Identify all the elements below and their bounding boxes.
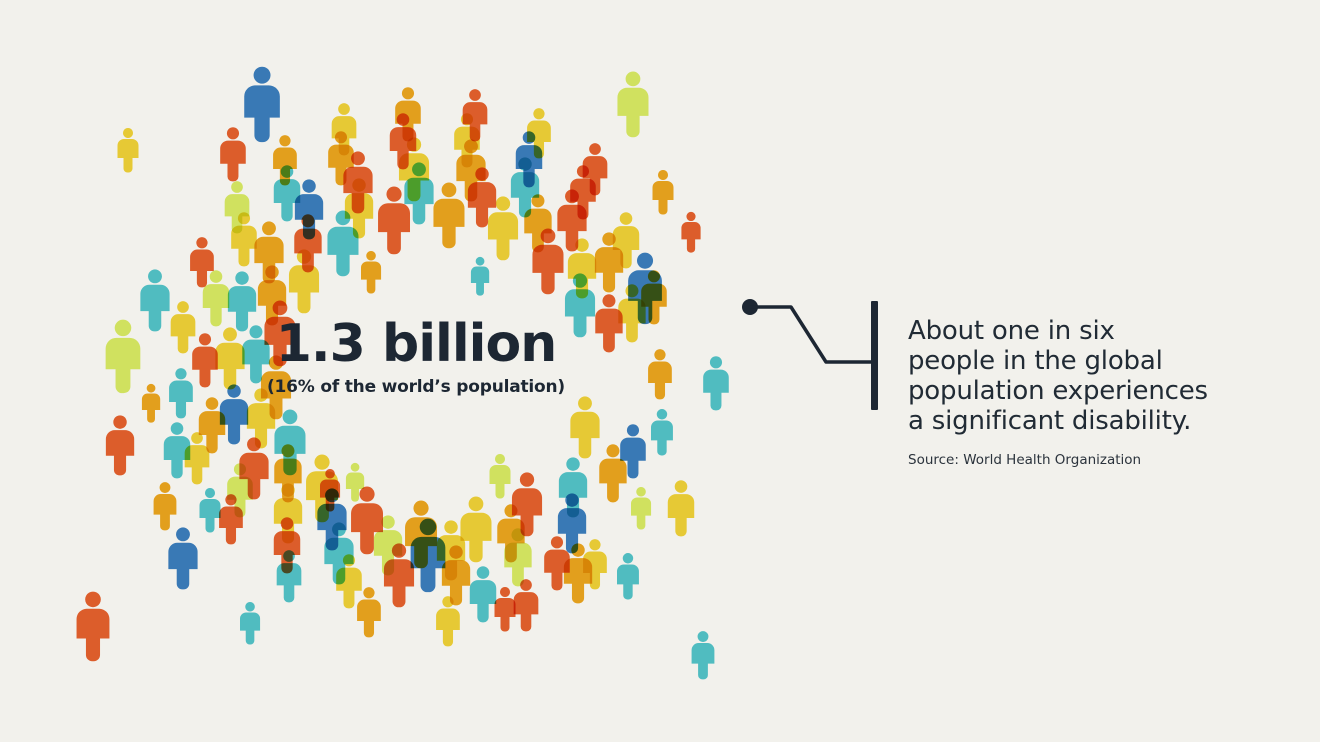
- callout-bar: [871, 301, 878, 410]
- person-icon: [117, 128, 139, 173]
- person-icon: [667, 480, 695, 537]
- person-icon: [153, 482, 177, 531]
- person-icon: [199, 488, 221, 533]
- person-icon: [361, 250, 382, 294]
- person-icon: [170, 301, 196, 354]
- person-icon: [433, 182, 465, 249]
- person-icon: [648, 349, 672, 400]
- person-icon: [244, 66, 280, 143]
- person-icon: [276, 550, 302, 603]
- person-icon: [224, 181, 250, 234]
- person-icon: [469, 566, 497, 623]
- person-icon: [140, 269, 170, 332]
- statistic-block: 1.3 billion (16% of the world’s populati…: [236, 318, 596, 397]
- person-icon: [105, 319, 141, 394]
- person-icon: [650, 409, 673, 456]
- person-icon: [192, 333, 218, 388]
- person-icon: [169, 368, 193, 419]
- person-icon: [105, 415, 135, 476]
- person-icon: [168, 527, 198, 590]
- person-icon: [652, 170, 674, 215]
- person-icon: [570, 396, 600, 459]
- connector-line: [748, 305, 878, 364]
- person-icon: [240, 601, 261, 645]
- person-icon: [681, 211, 701, 253]
- person-icon: [489, 454, 511, 499]
- callout-block: About one in six people in the global po…: [908, 316, 1238, 468]
- person-icon: [470, 256, 490, 296]
- callout-text-line: people in the global: [908, 346, 1163, 376]
- person-icon: [616, 553, 639, 600]
- statistic-caption: (16% of the world’s population): [266, 377, 566, 397]
- callout-text-line: population experiences: [908, 376, 1208, 406]
- statistic-value: 1.3 billion: [275, 314, 557, 374]
- person-icon: [691, 631, 715, 680]
- person-icon: [631, 486, 652, 530]
- person-icon: [513, 579, 539, 632]
- person-icon: [220, 127, 246, 182]
- person-icon: [357, 587, 381, 638]
- person-icon: [494, 587, 516, 632]
- person-icon: [273, 135, 297, 186]
- person-icon: [76, 591, 110, 662]
- callout-text-line: a significant disability.: [908, 406, 1192, 436]
- person-icon: [190, 237, 214, 288]
- person-icon: [141, 383, 161, 423]
- person-icon: [254, 221, 284, 284]
- person-icon: [703, 356, 729, 411]
- callout-text-line: About one in six: [908, 316, 1115, 346]
- person-icon: [617, 71, 649, 138]
- source-attribution: Source: World Health Organization: [908, 452, 1142, 468]
- callout-connector: [742, 299, 878, 364]
